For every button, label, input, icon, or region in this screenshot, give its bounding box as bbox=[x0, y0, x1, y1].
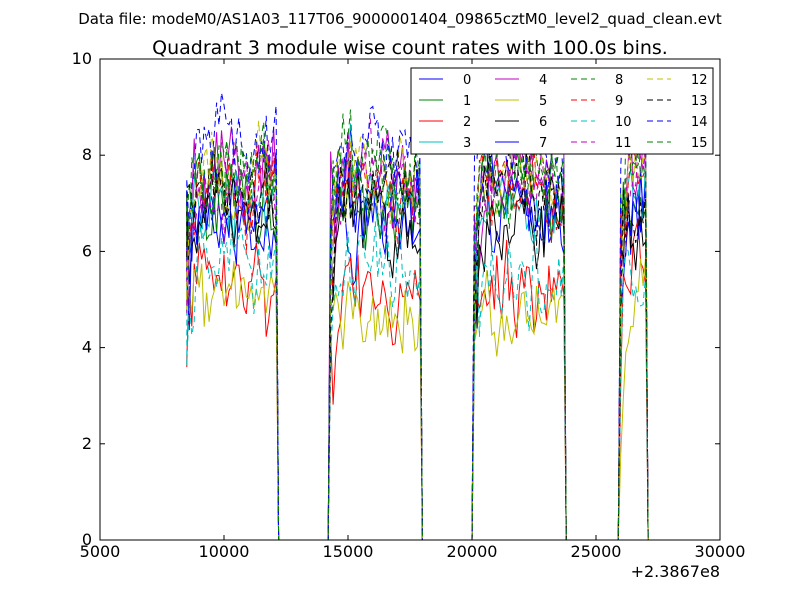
legend-label-6: 6 bbox=[539, 115, 547, 130]
legend-label-10: 10 bbox=[615, 115, 632, 130]
plot-lines bbox=[186, 92, 649, 541]
x-axis: 5000 10000 15000 20000 25000 30000 bbox=[80, 59, 746, 561]
legend-label-3: 3 bbox=[463, 136, 471, 151]
x-tick-label: 5000 bbox=[80, 542, 121, 561]
series-line-12 bbox=[186, 120, 649, 541]
y-tick-label: 6 bbox=[82, 241, 92, 260]
series-line-11 bbox=[186, 118, 649, 541]
series-line-6 bbox=[186, 146, 649, 541]
legend-label-2: 2 bbox=[463, 115, 471, 130]
y-tick-label: 0 bbox=[82, 530, 92, 549]
y-tick-label: 8 bbox=[82, 145, 92, 164]
plot-frame bbox=[99, 58, 721, 541]
x-tick-label: 30000 bbox=[695, 542, 746, 561]
legend-frame bbox=[410, 67, 714, 155]
series-line-2 bbox=[186, 218, 649, 541]
legend-label-9: 9 bbox=[615, 94, 623, 109]
legend-label-11: 11 bbox=[615, 136, 632, 151]
series-line-5 bbox=[186, 257, 649, 541]
series-line-10 bbox=[186, 217, 649, 541]
legend-label-8: 8 bbox=[615, 73, 623, 88]
legend-label-15: 15 bbox=[691, 136, 708, 151]
series-line-9 bbox=[186, 135, 649, 541]
series-line-4 bbox=[186, 120, 649, 541]
data-file-label: Data file: modeM0/AS1A03_117T06_90000014… bbox=[78, 10, 722, 29]
legend-label-1: 1 bbox=[463, 94, 471, 109]
x-tick-label: 15000 bbox=[323, 542, 374, 561]
series-line-14 bbox=[186, 92, 649, 541]
legend-label-14: 14 bbox=[691, 115, 708, 130]
chart-title: Quadrant 3 module wise count rates with … bbox=[152, 37, 668, 59]
legend-label-7: 7 bbox=[539, 136, 547, 151]
y-tick-label: 4 bbox=[82, 338, 92, 357]
legend-label-12: 12 bbox=[691, 73, 708, 88]
legend-label-5: 5 bbox=[539, 94, 547, 109]
x-tick-label: 10000 bbox=[199, 542, 250, 561]
series-line-15 bbox=[186, 109, 649, 541]
x-offset-label: +2.3867e8 bbox=[631, 562, 720, 581]
x-tick-label: 25000 bbox=[571, 542, 622, 561]
legend-label-4: 4 bbox=[539, 73, 547, 88]
y-tick-label: 10 bbox=[72, 49, 92, 68]
legend-label-0: 0 bbox=[463, 73, 471, 88]
legend-label-13: 13 bbox=[691, 94, 708, 109]
y-tick-label: 2 bbox=[82, 434, 92, 453]
x-tick-label: 20000 bbox=[447, 542, 498, 561]
